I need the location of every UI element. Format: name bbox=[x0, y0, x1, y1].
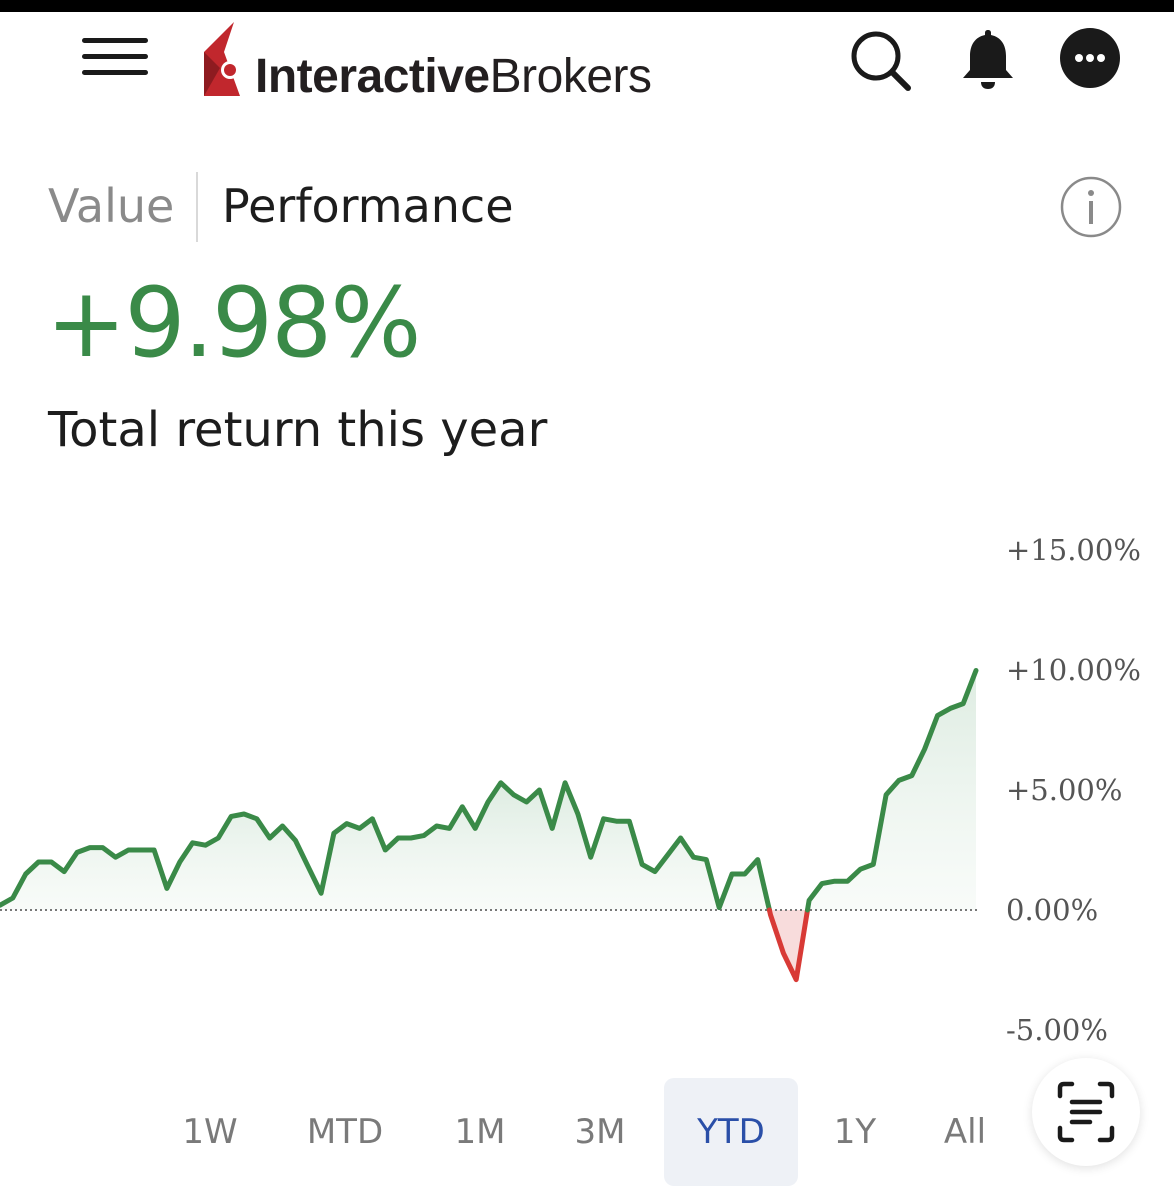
performance-line-negative bbox=[766, 907, 810, 983]
brand-name: InteractiveBrokers bbox=[255, 49, 652, 105]
tab-performance[interactable]: Performance bbox=[222, 179, 514, 233]
menu-icon-line bbox=[82, 54, 148, 59]
brand-name-bold: Interactive bbox=[255, 50, 490, 103]
menu-icon-line bbox=[82, 38, 148, 43]
range-mtd[interactable]: MTD bbox=[306, 1112, 384, 1152]
range-all[interactable]: All bbox=[943, 1112, 987, 1152]
tab-value[interactable]: Value bbox=[48, 179, 175, 233]
range-ytd[interactable]: YTD bbox=[664, 1078, 798, 1186]
range-1y[interactable]: 1Y bbox=[833, 1112, 877, 1152]
y-axis-tick-label: +15.00% bbox=[1006, 533, 1141, 567]
info-icon bbox=[1060, 176, 1122, 238]
performance-chart-svg bbox=[0, 668, 979, 983]
search-icon bbox=[851, 31, 911, 91]
info-button[interactable] bbox=[1060, 176, 1122, 238]
range-1m[interactable]: 1M bbox=[454, 1112, 506, 1152]
performance-chart: +15.00% +10.00% +5.00% 0.00% -5.00% bbox=[0, 520, 1141, 1064]
tab-divider bbox=[196, 172, 198, 242]
range-1w[interactable]: 1W bbox=[182, 1112, 238, 1152]
y-axis-tick-label: +5.00% bbox=[1006, 773, 1123, 807]
status-bar bbox=[0, 0, 1174, 12]
ib-logo-icon bbox=[204, 22, 240, 96]
y-axis-tick-label: 0.00% bbox=[1006, 893, 1099, 927]
range-selector: 1W MTD 1M 3M YTD 1Y All bbox=[0, 1078, 1000, 1186]
bell-icon bbox=[963, 30, 1013, 89]
menu-icon-line bbox=[82, 70, 148, 75]
total-return-label: Total return this year bbox=[48, 402, 548, 458]
more-button[interactable] bbox=[1060, 28, 1120, 88]
scan-button[interactable] bbox=[1032, 1058, 1140, 1166]
menu-button[interactable] bbox=[82, 34, 150, 80]
total-return-value: +9.98% bbox=[46, 267, 421, 379]
brand-name-regular: Brokers bbox=[489, 50, 652, 103]
performance-line-positive bbox=[805, 668, 979, 913]
performance-line-positive bbox=[0, 780, 772, 913]
notifications-button[interactable] bbox=[956, 26, 1020, 92]
scan-text-icon bbox=[1057, 1081, 1115, 1143]
y-axis-tick-label: +10.00% bbox=[1006, 653, 1141, 687]
more-icon bbox=[1075, 54, 1105, 62]
range-3m[interactable]: 3M bbox=[574, 1112, 626, 1152]
y-axis-tick-label: -5.00% bbox=[1006, 1013, 1108, 1047]
search-button[interactable] bbox=[848, 28, 914, 94]
